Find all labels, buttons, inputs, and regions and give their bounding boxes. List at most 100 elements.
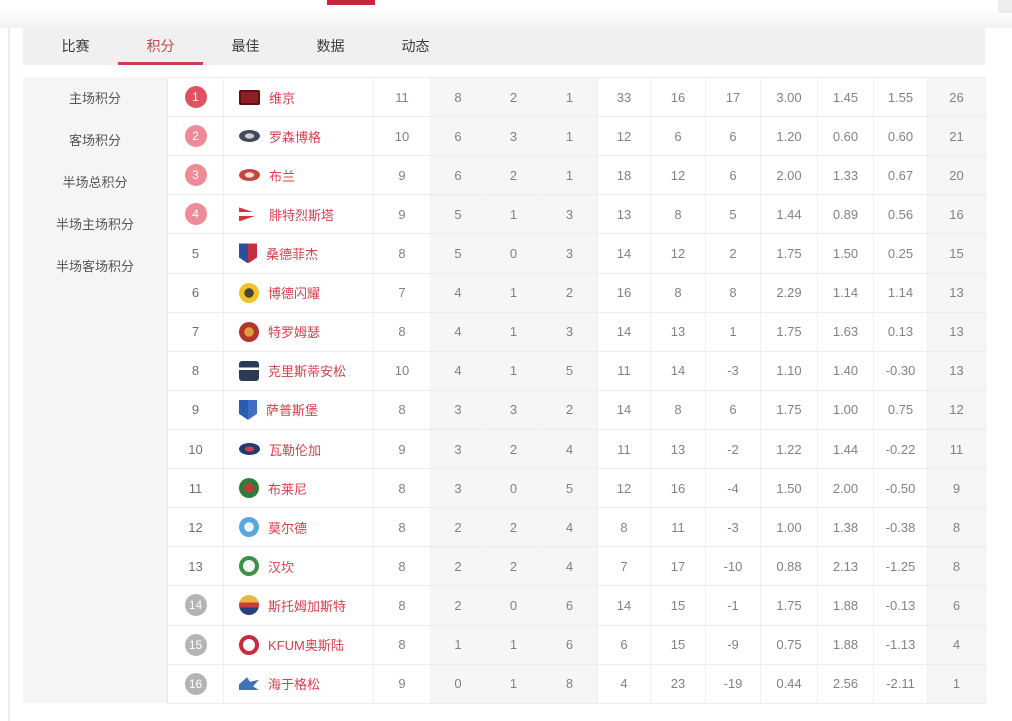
team-name: 腓特烈斯塔	[269, 207, 335, 223]
stat-cell: 2.13	[818, 547, 874, 586]
stat-cell: 17	[651, 547, 706, 586]
team-cell-fredrikstad[interactable]: 腓特烈斯塔	[224, 195, 374, 234]
team-cell-kfum-oslo[interactable]: KFUM奥斯陆	[224, 625, 374, 664]
stat-cell: 1	[542, 117, 598, 156]
stat-cell: 14	[598, 586, 651, 625]
stat-cell: 6	[706, 156, 761, 195]
tab-news[interactable]: 动态	[401, 38, 430, 54]
team-name: 海于格松	[268, 677, 321, 693]
stat-cell: 0.44	[761, 664, 818, 703]
team-cell-haugesund[interactable]: 海于格松	[224, 664, 374, 703]
stat-cell: 4	[431, 351, 486, 390]
tab-stats[interactable]: 数据	[316, 38, 345, 54]
stat-cell: 8	[651, 195, 706, 234]
table-row: 3 布兰 9 6 2 1 18 12 6 2.00 1.33 0.67 20	[168, 156, 986, 196]
stat-cell: 1.40	[818, 351, 874, 390]
tab-best[interactable]: 最佳	[231, 38, 260, 54]
team-cell-sandefjord[interactable]: 桑德菲杰	[224, 234, 374, 273]
stat-cell: 0.89	[818, 195, 874, 234]
stat-cell: 2	[431, 547, 486, 586]
bryne-logo-icon	[239, 478, 259, 499]
sidebar-item-half-total-points[interactable]: 半场总积分	[62, 175, 128, 190]
team-name: 罗森博格	[269, 129, 322, 145]
team-cell-sarpsborg[interactable]: 萨普斯堡	[224, 390, 374, 429]
stat-cell: 1.45	[818, 78, 874, 117]
stat-cell: 2	[486, 429, 542, 469]
tab-matches[interactable]: 比赛	[61, 38, 90, 54]
stat-cell: 12	[928, 390, 986, 429]
stat-cell: 16	[928, 195, 986, 234]
tab-standings[interactable]: 积分	[118, 28, 203, 65]
stat-cell: -1.13	[874, 625, 928, 664]
stat-cell: 1	[486, 664, 542, 703]
team-cell-valerenga[interactable]: 瓦勒伦加	[224, 429, 374, 469]
team-cell-hamkam[interactable]: 汉坎	[224, 547, 374, 586]
rank-cell: 12	[168, 508, 224, 547]
team-cell-brann[interactable]: 布兰	[224, 156, 374, 195]
stat-cell: 12	[598, 469, 651, 508]
stat-cell: 12	[651, 156, 706, 195]
stat-cell: 1.10	[761, 351, 818, 390]
sidebar-item-away-points[interactable]: 客场积分	[68, 133, 121, 148]
rank-number: 5	[191, 245, 200, 261]
table-row: 13 汉坎 8 2 2 4 7 17 -10 0.88 2.13 -1.25 8	[168, 547, 986, 587]
stat-cell: 8	[598, 508, 651, 547]
team-cell-viking[interactable]: 维京	[224, 78, 374, 117]
stat-cell: 4	[431, 312, 486, 351]
stat-cell: 1.75	[761, 312, 818, 351]
stat-cell: -0.38	[874, 508, 928, 547]
stat-cell: 6	[651, 117, 706, 156]
sidebar-item-home-points[interactable]: 主场积分	[68, 91, 121, 106]
rank-cell: 11	[168, 469, 224, 508]
stat-cell: -0.30	[874, 351, 928, 390]
table-row: 5 桑德菲杰 8 5 0 3 14 12 2 1.75 1.50 0.25 15	[168, 234, 986, 274]
team-name: 汉坎	[268, 559, 295, 575]
rosenborg-logo-icon	[239, 130, 260, 143]
sidebar-item-half-home-points[interactable]: 半场主场积分	[55, 217, 134, 232]
stat-cell: 23	[651, 664, 706, 703]
table-row: 2 罗森博格 10 6 3 1 12 6 6 1.20 0.60 0.60 21	[168, 117, 986, 157]
stat-cell: 8	[651, 273, 706, 312]
stat-cell: 11	[598, 429, 651, 469]
team-name: 特罗姆瑟	[268, 325, 321, 341]
stat-cell: 26	[928, 78, 986, 117]
team-name: 斯托姆加斯特	[268, 598, 347, 614]
stat-cell: 6	[542, 586, 598, 625]
stat-cell: 1.50	[761, 469, 818, 508]
stat-cell: 0.75	[874, 390, 928, 429]
bodo-glimt-logo-icon	[239, 282, 259, 303]
team-cell-stromsgodset[interactable]: 斯托姆加斯特	[224, 586, 374, 625]
stat-cell: 1.38	[818, 508, 874, 547]
team-name: 莫尔德	[268, 520, 308, 536]
team-cell-tromso[interactable]: 特罗姆瑟	[224, 312, 374, 351]
rank-badge: 4	[184, 203, 207, 226]
stat-cell: 1	[486, 273, 542, 312]
stat-cell: 12	[651, 234, 706, 273]
stat-cell: 4	[431, 273, 486, 312]
table-row: 8 克里斯蒂安松 10 4 1 5 11 14 -3 1.10 1.40 -0.30 13	[168, 351, 986, 391]
rank-number: 10	[188, 441, 203, 457]
stat-cell: 16	[651, 469, 706, 508]
stat-cell: 6	[598, 625, 651, 664]
rank-cell: 10	[168, 429, 224, 469]
stat-cell: -9	[706, 625, 761, 664]
team-cell-molde[interactable]: 莫尔德	[224, 508, 374, 547]
rank-cell: 16	[168, 664, 224, 703]
stat-cell: 11	[374, 78, 431, 117]
team-cell-bodo-glimt[interactable]: 博德闪耀	[224, 273, 374, 312]
stat-cell: 1.88	[818, 625, 874, 664]
team-cell-rosenborg[interactable]: 罗森博格	[224, 117, 374, 156]
stat-cell: 15	[928, 234, 986, 273]
stat-cell: -3	[706, 351, 761, 390]
sidebar-item-half-away-points[interactable]: 半场客场积分	[55, 259, 134, 274]
team-cell-bryne[interactable]: 布莱尼	[224, 469, 374, 508]
stat-cell: 14	[598, 312, 651, 351]
stat-cell: 2	[486, 156, 542, 195]
table-row: 6 博德闪耀 7 4 1 2 16 8 8 2.29 1.14 1.14 13	[168, 273, 986, 313]
stat-cell: 1.14	[818, 273, 874, 312]
stat-cell: 13	[928, 351, 986, 390]
stat-cell: 6	[928, 586, 986, 625]
team-cell-kristiansund[interactable]: 克里斯蒂安松	[224, 351, 374, 390]
stat-cell: 11	[651, 508, 706, 547]
valerenga-logo-icon	[239, 443, 260, 456]
